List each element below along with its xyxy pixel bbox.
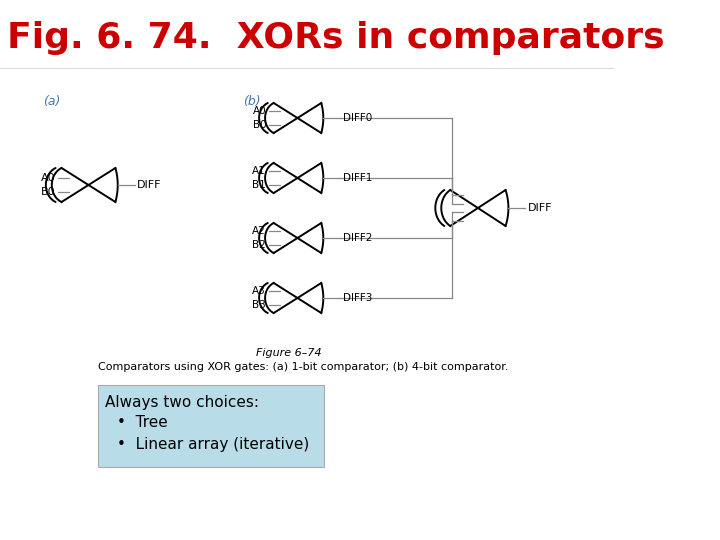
- Text: DIFF2: DIFF2: [343, 233, 372, 243]
- Text: A0: A0: [253, 106, 266, 117]
- Text: Comparators using XOR gates: (a) 1-bit comparator; (b) 4-bit comparator.: Comparators using XOR gates: (a) 1-bit c…: [98, 362, 508, 372]
- Text: A3: A3: [253, 286, 266, 296]
- FancyBboxPatch shape: [98, 385, 324, 467]
- Text: B0: B0: [41, 187, 55, 198]
- Text: DIFF: DIFF: [528, 203, 552, 213]
- Text: A1: A1: [253, 166, 266, 177]
- Text: DIFF: DIFF: [138, 180, 162, 190]
- Text: Fig. 6. 74.  XORs in comparators: Fig. 6. 74. XORs in comparators: [6, 21, 665, 55]
- Text: •  Linear array (iterative): • Linear array (iterative): [117, 437, 309, 452]
- Text: B1: B1: [253, 180, 266, 190]
- Text: DIFF1: DIFF1: [343, 173, 372, 183]
- Text: DIFF3: DIFF3: [343, 293, 372, 303]
- Text: A2: A2: [253, 226, 266, 237]
- Text: (a): (a): [42, 95, 60, 108]
- Text: DIFF0: DIFF0: [343, 113, 372, 123]
- Text: Always two choices:: Always two choices:: [105, 395, 259, 410]
- Text: •  Tree: • Tree: [117, 415, 168, 430]
- Text: A0: A0: [41, 172, 55, 183]
- Text: B2: B2: [253, 240, 266, 249]
- Text: B3: B3: [253, 300, 266, 309]
- Text: (b): (b): [243, 95, 261, 108]
- Text: Figure 6–74: Figure 6–74: [256, 348, 322, 358]
- Text: B0: B0: [253, 119, 266, 130]
